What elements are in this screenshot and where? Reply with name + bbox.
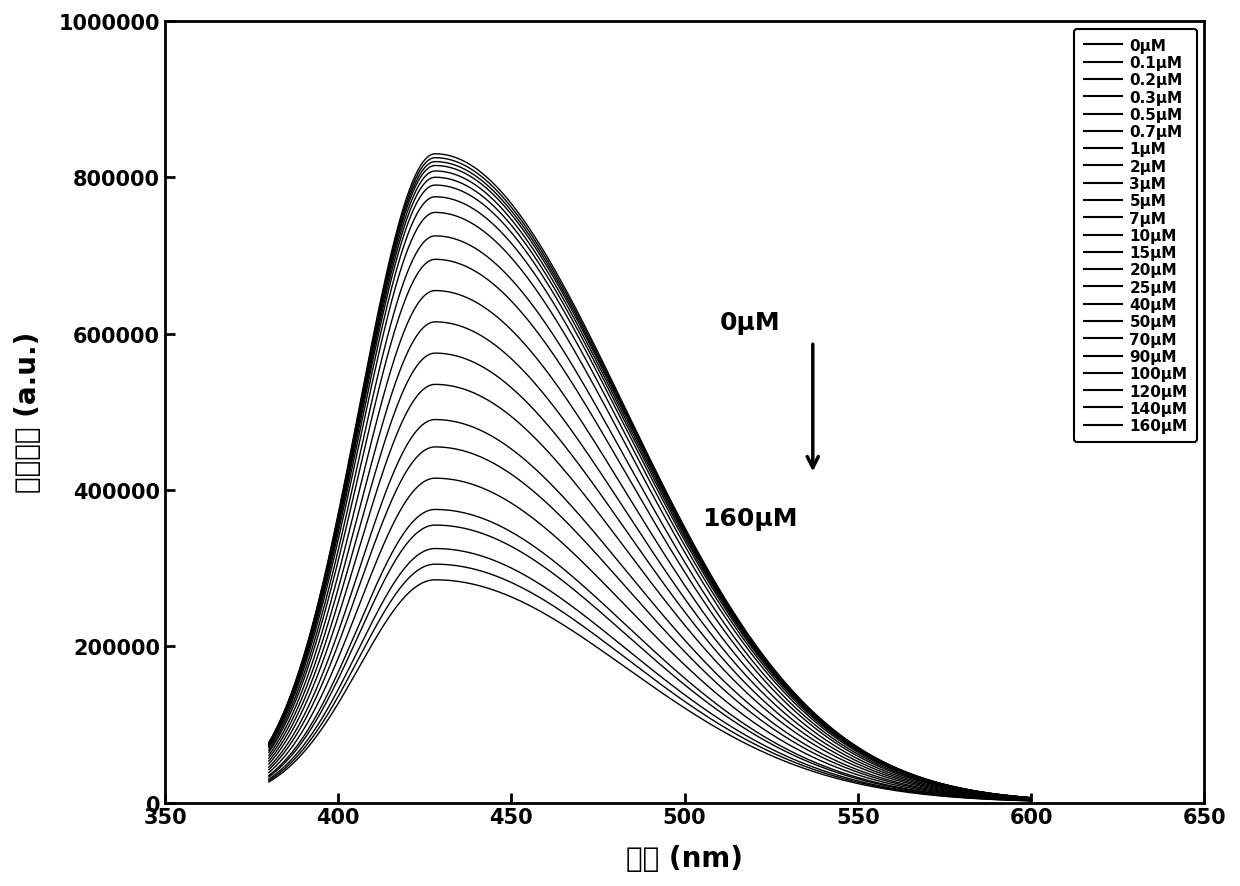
Text: 0μM: 0μM — [719, 310, 780, 334]
Legend: 0μM, 0.1μM, 0.2μM, 0.3μM, 0.5μM, 0.7μM, 1μM, 2μM, 3μM, 5μM, 7μM, 10μM, 15μM, 20μ: 0μM, 0.1μM, 0.2μM, 0.3μM, 0.5μM, 0.7μM, … — [1074, 29, 1197, 443]
Text: 160μM: 160μM — [702, 506, 797, 530]
Y-axis label: 荧光强度 (a.u.): 荧光强度 (a.u.) — [14, 331, 42, 493]
X-axis label: 波长 (nm): 波长 (nm) — [626, 844, 743, 872]
